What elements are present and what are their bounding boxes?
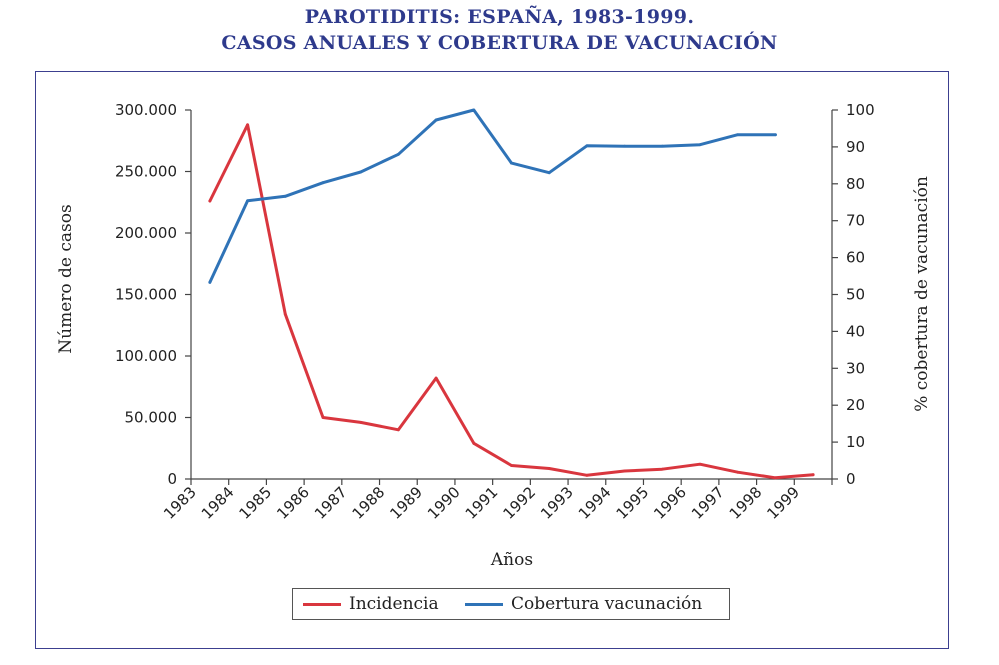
series-lines xyxy=(208,108,815,480)
data-point-cobertura xyxy=(774,133,777,137)
chart-title-line-1: PAROTIDITIS: ESPAÑA, 1983-1999. xyxy=(304,6,695,28)
y-right-tick-label: 50 xyxy=(846,286,865,304)
y-left-tick-label: 150.000 xyxy=(115,286,177,304)
x-tick-label: 1984 xyxy=(198,483,238,523)
x-tick-label: 1993 xyxy=(537,483,577,523)
y-right-tick-label: 60 xyxy=(846,249,865,267)
y-left-tick-label: 50.000 xyxy=(125,409,178,427)
data-point-incidencia xyxy=(396,428,400,432)
x-tick-label: 1991 xyxy=(462,483,502,523)
legend-item-cobertura: Cobertura vacunación xyxy=(465,594,702,614)
y-left-tick-label: 300.000 xyxy=(115,101,177,119)
y-right-tick-label: 20 xyxy=(846,396,865,414)
data-point-cobertura xyxy=(736,133,740,137)
x-tick-label: 1996 xyxy=(650,483,690,523)
y-right-tick-label: 100 xyxy=(846,101,875,119)
y-axis-left-label: Número de casos xyxy=(56,204,76,353)
data-point-cobertura xyxy=(246,199,249,203)
chart-frame xyxy=(35,71,949,649)
y-right-tick-label: 0 xyxy=(846,470,856,488)
legend-item-incidencia: Incidencia xyxy=(303,594,439,614)
x-tick-label: 1988 xyxy=(349,483,389,523)
data-point-incidencia xyxy=(246,123,249,127)
y-right-tick-label: 70 xyxy=(846,212,865,230)
data-point-incidencia xyxy=(623,469,627,473)
x-tick-label: 1989 xyxy=(386,483,426,523)
y-left-tick-label: 200.000 xyxy=(115,224,177,242)
x-tick-label: 1986 xyxy=(273,483,313,523)
data-point-cobertura xyxy=(396,152,400,156)
x-tick-label: 1999 xyxy=(763,483,803,523)
legend: Incidencia Cobertura vacunación xyxy=(292,588,730,620)
x-tick-label: 1998 xyxy=(726,483,766,523)
y-left-tick-label: 0 xyxy=(167,470,177,488)
data-point-cobertura xyxy=(585,144,589,148)
data-point-incidencia xyxy=(698,462,702,466)
y-left-tick-label: 250.000 xyxy=(115,163,177,181)
data-point-incidencia xyxy=(811,473,815,477)
data-point-incidencia xyxy=(585,473,589,477)
x-tick-label: 1997 xyxy=(688,483,728,523)
x-tick-label: 1985 xyxy=(236,483,276,523)
y-left-tick-label: 100.000 xyxy=(115,347,177,365)
x-tick-label: 1990 xyxy=(424,483,464,523)
data-point-incidencia xyxy=(321,416,325,419)
legend-label-incidencia: Incidencia xyxy=(349,594,439,614)
x-tick-label: 1992 xyxy=(499,483,539,523)
data-point-cobertura xyxy=(321,181,325,185)
data-point-incidencia xyxy=(434,376,438,380)
data-point-cobertura xyxy=(660,144,664,148)
series-line-incidencia xyxy=(208,123,815,480)
y-right-tick-label: 10 xyxy=(846,433,865,451)
chart-title-line-2: CASOS ANUALES Y COBERTURA DE VACUNACIÓN xyxy=(221,32,778,54)
data-point-cobertura xyxy=(359,170,363,174)
data-point-incidencia xyxy=(208,199,212,203)
data-point-incidencia xyxy=(547,467,551,470)
data-point-incidencia xyxy=(736,470,740,474)
data-point-cobertura xyxy=(623,144,627,148)
data-point-cobertura xyxy=(208,280,212,284)
data-point-incidencia xyxy=(660,467,664,471)
x-tick-label: 1983 xyxy=(160,483,200,523)
data-point-cobertura xyxy=(547,171,551,175)
x-tick-label: 1987 xyxy=(311,483,351,523)
y-right-tick-label: 80 xyxy=(846,175,865,193)
data-point-cobertura xyxy=(510,161,513,165)
axes xyxy=(185,109,838,485)
x-axis-label: Años xyxy=(490,550,533,570)
legend-swatch-incidencia xyxy=(303,602,341,606)
y-right-tick-label: 90 xyxy=(846,138,865,156)
y-right-tick-label: 30 xyxy=(846,359,865,377)
data-point-cobertura xyxy=(472,108,476,112)
data-point-incidencia xyxy=(472,441,476,445)
y-right-tick-label: 40 xyxy=(846,322,865,340)
legend-swatch-cobertura xyxy=(465,602,503,606)
data-point-incidencia xyxy=(774,476,777,480)
legend-label-cobertura: Cobertura vacunación xyxy=(511,594,703,614)
x-tick-label: 1994 xyxy=(575,483,615,523)
data-point-incidencia xyxy=(283,312,287,316)
series-line-cobertura xyxy=(208,108,777,284)
data-point-cobertura xyxy=(283,194,287,198)
x-tick-label: 1995 xyxy=(613,483,653,523)
data-point-cobertura xyxy=(434,118,438,122)
data-point-cobertura xyxy=(698,143,702,147)
data-point-incidencia xyxy=(510,464,513,467)
data-point-incidencia xyxy=(359,421,363,424)
y-axis-right-label: % cobertura de vacunación xyxy=(912,176,932,412)
